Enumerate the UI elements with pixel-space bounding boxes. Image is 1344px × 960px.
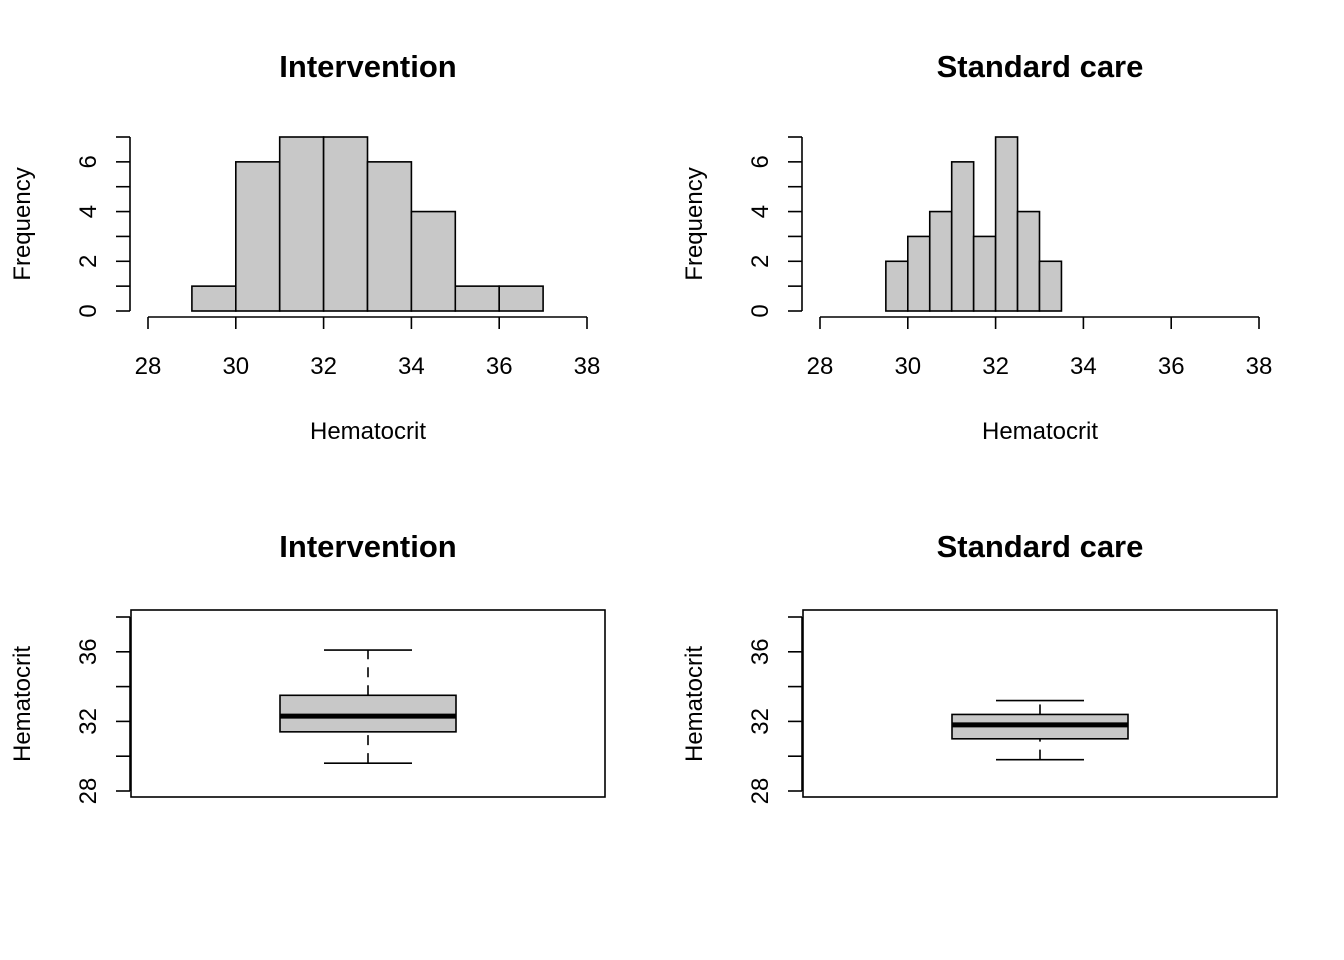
x-axis: 28 30 32 34 36 38 — [807, 316, 1273, 380]
plot-frame — [802, 609, 1278, 798]
histogram-bar — [278, 136, 325, 312]
y-tick-label: 0 — [747, 304, 774, 317]
y-axis-label: Hematocrit — [9, 646, 36, 762]
x-tick-label: 28 — [807, 353, 834, 380]
plot-frame — [130, 609, 606, 798]
y-axis: 0 2 4 6 — [747, 136, 803, 318]
box-and-whiskers — [279, 649, 457, 764]
interquartile-box — [279, 694, 457, 733]
chart-title: Intervention — [279, 49, 456, 84]
y-axis-label: Frequency — [681, 167, 708, 280]
y-tick-label: 0 — [75, 304, 102, 317]
x-tick-label: 38 — [574, 353, 601, 380]
y-tick-label: 28 — [75, 778, 102, 805]
y-tick-label: 28 — [747, 778, 774, 805]
histogram-bar — [994, 136, 1019, 312]
x-tick-label: 36 — [1158, 353, 1185, 380]
histogram-bar — [885, 260, 909, 312]
histogram-intervention: Intervention Hematocrit Frequency 28 30 32… — [9, 49, 600, 445]
histogram-bar — [950, 161, 975, 312]
y-tick-label: 2 — [75, 255, 102, 268]
y-axis: 28 32 36 — [747, 616, 803, 805]
histogram-bar — [366, 161, 413, 312]
x-tick-label: 32 — [310, 353, 337, 380]
histogram-standard-care: Standard care Hematocrit Frequency 28 30 3… — [681, 49, 1272, 445]
x-tick-label: 28 — [135, 353, 162, 380]
y-tick-label: 36 — [747, 638, 774, 665]
y-tick-label: 6 — [75, 155, 102, 168]
histogram-bars — [885, 136, 1063, 312]
boxplot-intervention: Intervention Hematocrit 28 32 36 — [9, 529, 606, 805]
histogram-bar — [1016, 210, 1041, 312]
x-tick-label: 34 — [398, 353, 425, 380]
chart-title: Intervention — [279, 529, 456, 564]
histogram-bar — [906, 235, 931, 312]
x-axis-label: Hematocrit — [982, 418, 1098, 445]
histogram-bar — [410, 210, 457, 312]
y-tick-label: 2 — [747, 255, 774, 268]
x-axis-label: Hematocrit — [310, 418, 426, 445]
x-tick-label: 38 — [1246, 353, 1273, 380]
x-tick-label: 32 — [982, 353, 1009, 380]
y-axis-label: Frequency — [9, 167, 36, 280]
boxplot-standard-care: Standard care Hematocrit 28 32 36 — [681, 529, 1278, 805]
x-tick-label: 34 — [1070, 353, 1097, 380]
box-and-whiskers — [951, 699, 1129, 761]
y-axis: 28 32 36 — [75, 616, 131, 805]
y-tick-label: 32 — [747, 708, 774, 735]
histogram-bar — [928, 210, 953, 312]
y-tick-label: 32 — [75, 708, 102, 735]
y-tick-label: 6 — [747, 155, 774, 168]
y-axis-label: Hematocrit — [681, 646, 708, 762]
histogram-bar — [1038, 260, 1063, 312]
y-tick-label: 4 — [747, 205, 774, 218]
x-axis: 28 30 32 34 36 38 — [135, 316, 601, 380]
y-tick-label: 36 — [75, 638, 102, 665]
histogram-bar — [498, 285, 544, 312]
y-axis: 0 2 4 6 — [75, 136, 131, 318]
histogram-bar — [322, 136, 369, 312]
chart-title: Standard care — [937, 49, 1144, 84]
histogram-bars — [191, 136, 544, 312]
chart-title: Standard care — [937, 529, 1144, 564]
histogram-bar — [235, 161, 281, 312]
histogram-bar — [191, 285, 237, 312]
x-tick-label: 30 — [222, 353, 249, 380]
histogram-bar — [972, 235, 997, 312]
x-tick-label: 30 — [894, 353, 921, 380]
y-tick-label: 4 — [75, 205, 102, 218]
histogram-bar — [454, 285, 500, 312]
x-tick-label: 36 — [486, 353, 513, 380]
